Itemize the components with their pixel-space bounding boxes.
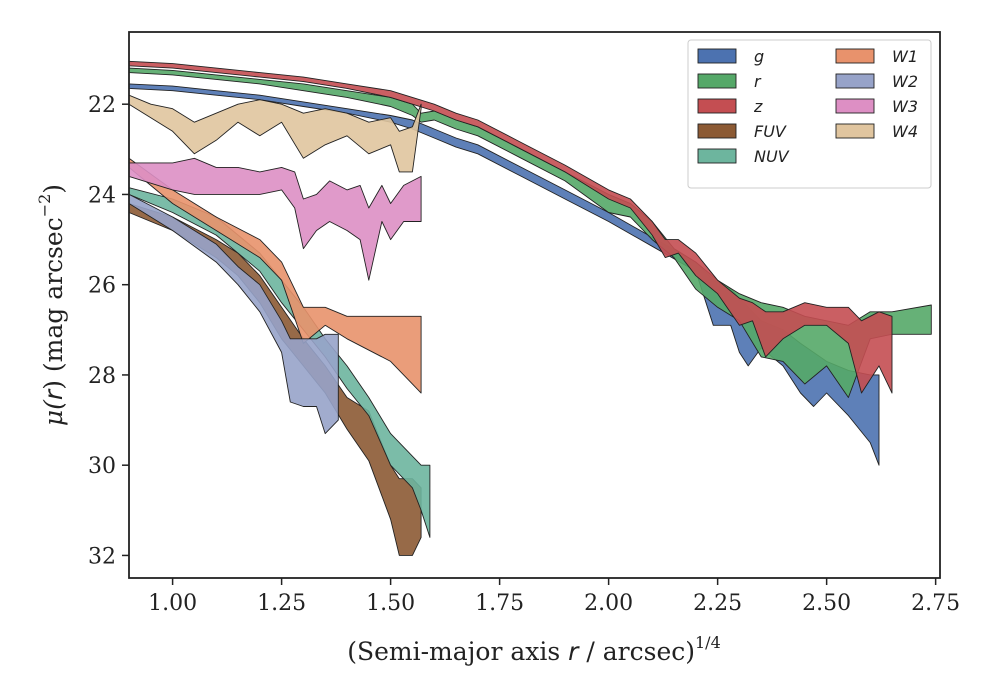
y-axis-label-tail: ) (mag arcsec [39,217,68,390]
x-tick-label: 2.25 [693,591,742,616]
legend-label-nuv: NUV [754,147,790,166]
x-tick-label: 2.50 [802,591,851,616]
series-band-w4 [128,94,422,173]
legend-label-fuv: FUV [754,122,787,141]
x-tick-label: 1.75 [475,591,524,616]
x-tick-label: 2.00 [584,591,633,616]
legend: grz FUV NUV W1 W2 W3 W4 [687,39,932,189]
legend-label-w1: W1 [892,47,918,66]
y-tick-label: 24 [88,183,116,208]
y-tick-label: 28 [88,364,116,389]
y-tick-label: 22 [88,93,116,118]
series-band-w2 [128,193,339,435]
legend-swatch-g [697,48,737,64]
legend-swatch-fuv [697,123,737,139]
legend-swatch-w2 [835,73,875,89]
y-axis-label-close: ) [39,184,68,194]
y-axis-label-main: μ( [39,399,68,426]
x-tick-label: 1.25 [257,591,306,616]
x-tick-label: 1.50 [366,591,415,616]
legend-label-g: g [754,47,764,66]
y-tick-label: 26 [88,274,116,299]
legend-swatch-w4 [835,123,875,139]
legend-label-w2: W2 [892,72,918,91]
legend-label-r: r [754,72,762,91]
y-axis-label-var: r [39,388,68,400]
legend-swatch-w3 [835,98,875,114]
y-tick-label: 30 [88,454,116,479]
x-axis-label-var: r [568,637,580,666]
legend-swatch-z [697,98,737,114]
legend-swatch-r [697,73,737,89]
y-axis-label-exp: −2 [35,194,54,218]
x-tick-label: 2.75 [911,591,960,616]
legend-label-z: z [753,97,763,116]
series-layer [128,60,932,556]
legend-swatch-nuv [697,148,737,164]
x-axis-label: (Semi-major axis r / arcsec)1/4 [347,633,721,666]
x-axis-label-tail: / arcsec) [578,637,695,666]
x-axis-label-exp: 1/4 [695,633,721,652]
legend-label-w4: W4 [892,122,918,141]
plot-frame [128,31,941,579]
series-band-w1 [128,157,422,394]
legend-swatch-w1 [835,48,875,64]
series-band-g [128,83,880,466]
x-axis-label-main: (Semi-major axis [347,637,568,666]
ticks-layer: 1.00 1.25 1.50 1.75 2.00 2.25 2.50 2.75 22 24 26 28… [88,93,960,616]
x-tick-label: 1.00 [148,591,197,616]
series-band-w3 [128,157,422,281]
y-tick-label: 32 [88,544,116,569]
y-axis-label: μ(r) (mag arcsec−2) [35,184,68,426]
legend-label-w3: W3 [892,97,918,116]
series-band-z [128,60,893,394]
